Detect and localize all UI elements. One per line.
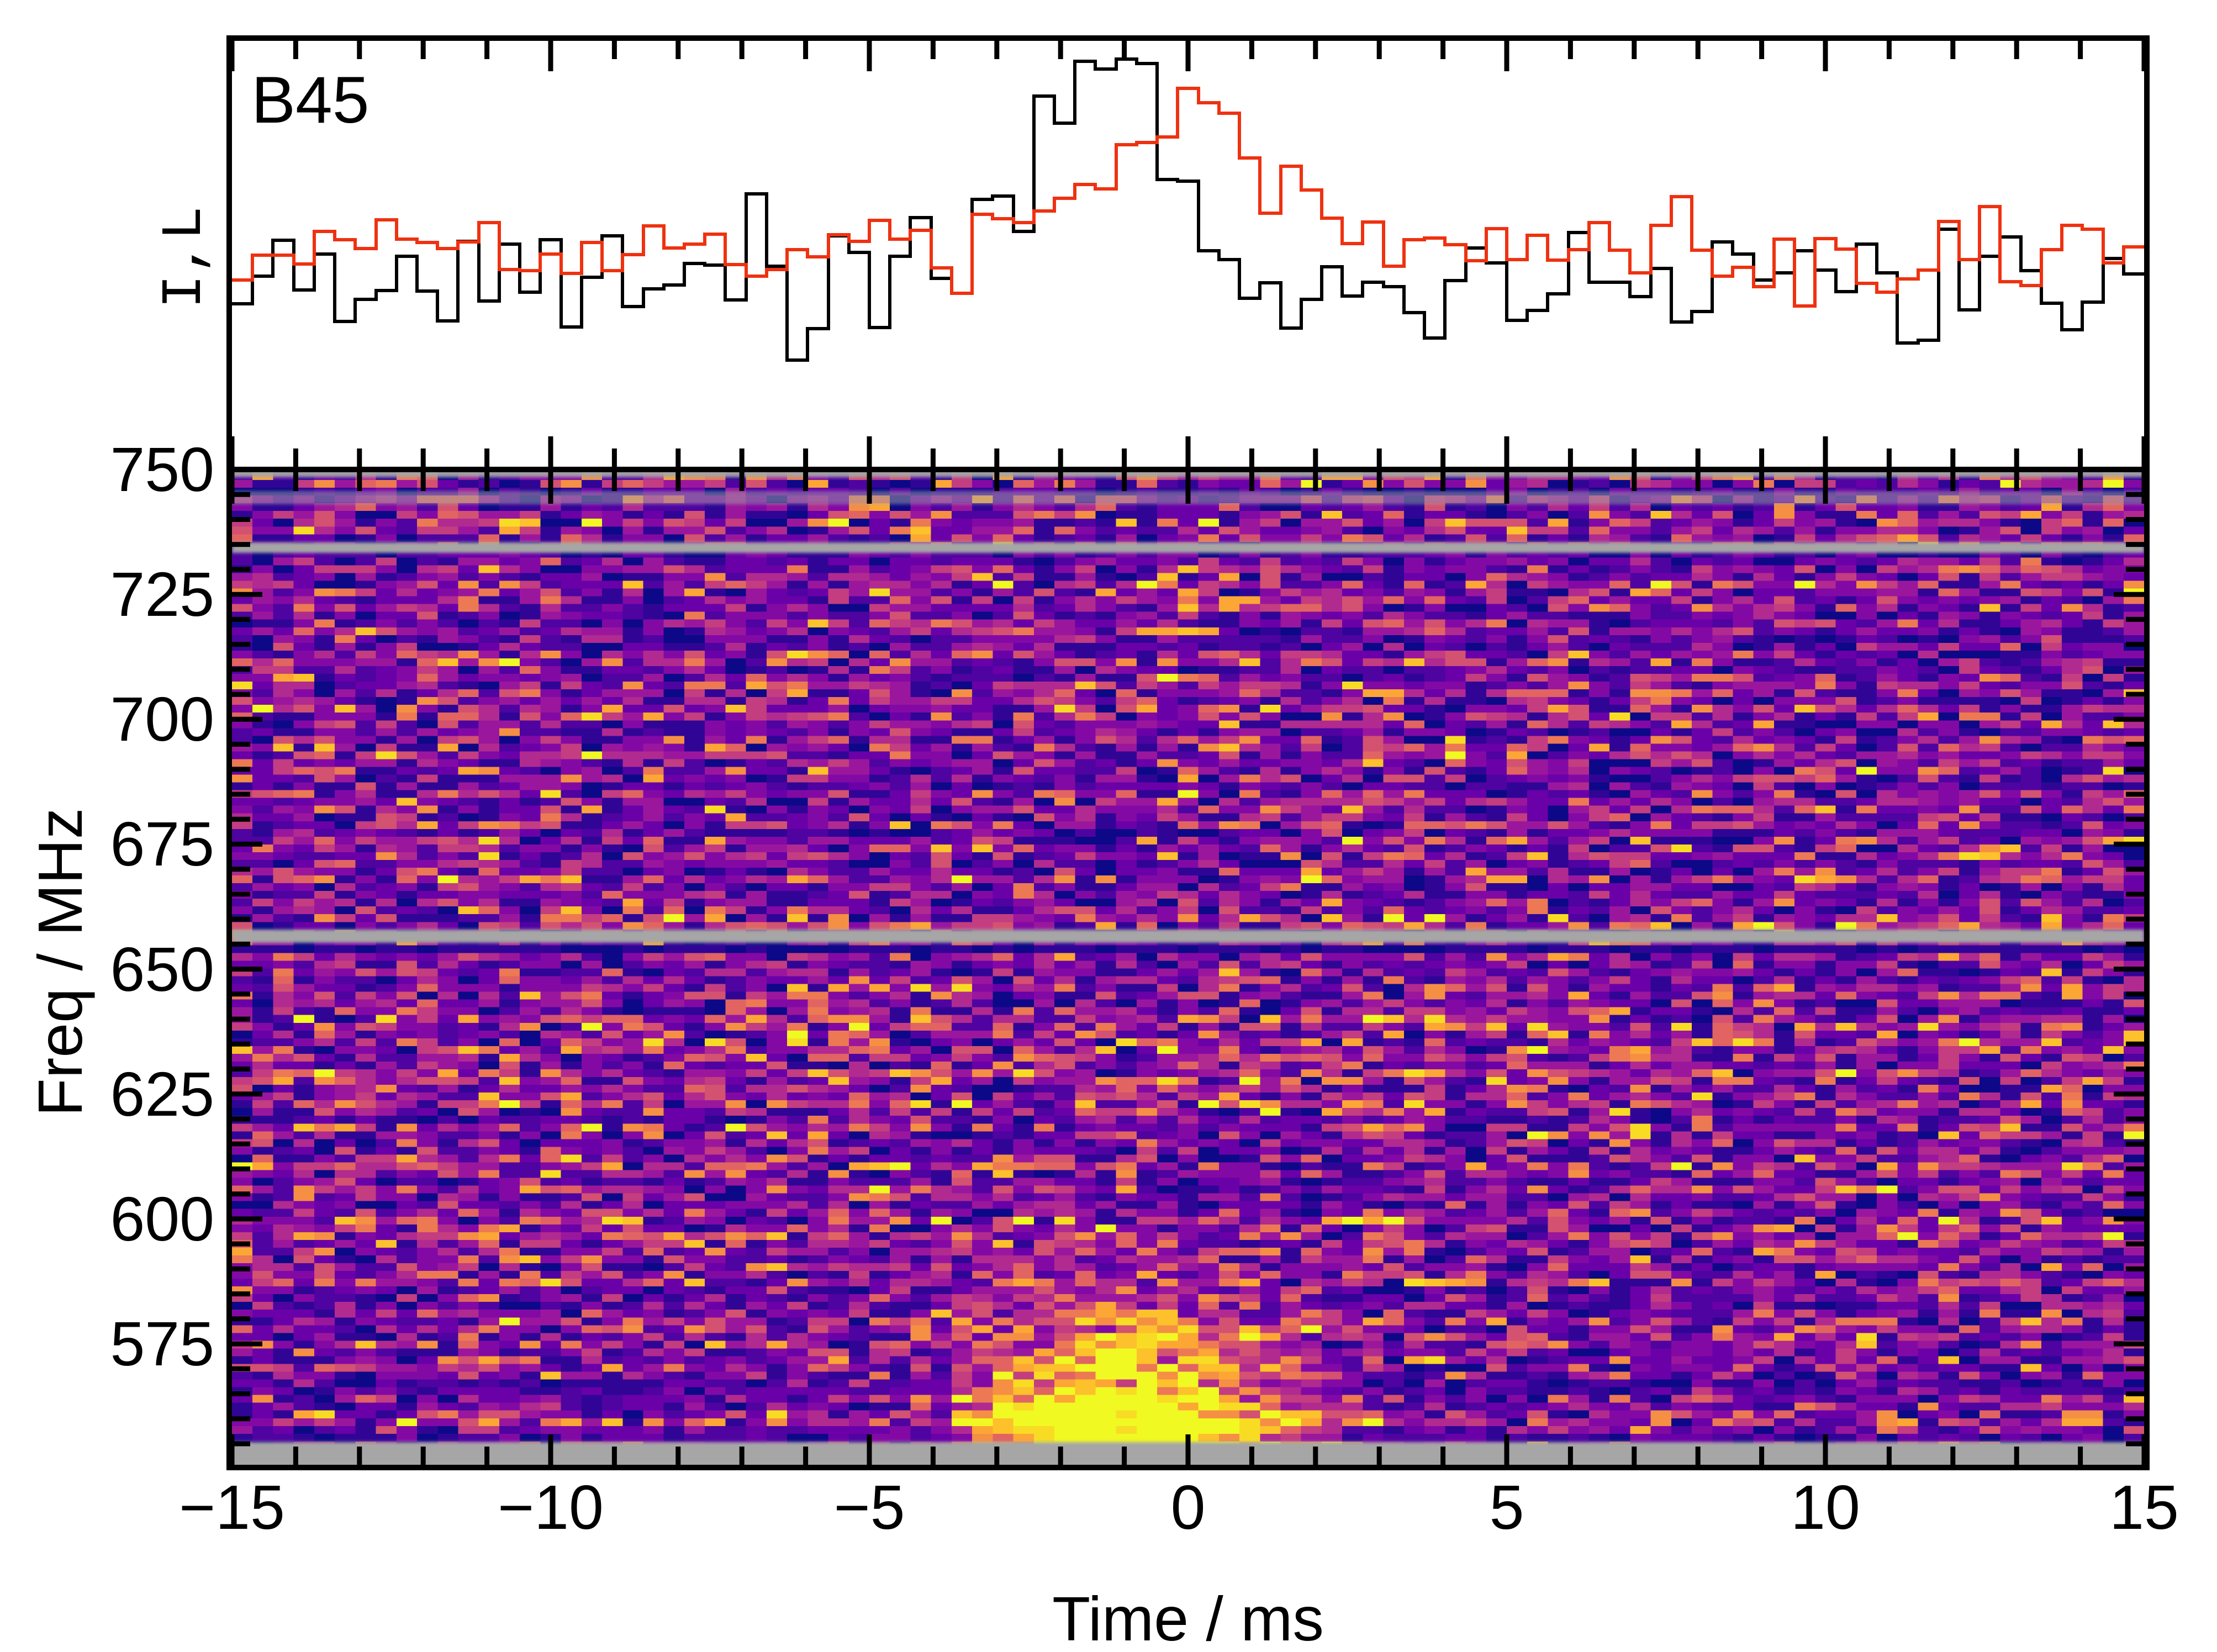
svg-text:B45: B45 xyxy=(251,63,370,137)
svg-text:10: 10 xyxy=(1791,1472,1860,1542)
svg-text:15: 15 xyxy=(2109,1472,2179,1542)
svg-text:−5: −5 xyxy=(834,1472,905,1542)
svg-text:700: 700 xyxy=(110,684,214,754)
svg-text:750: 750 xyxy=(110,435,214,504)
svg-text:675: 675 xyxy=(110,809,214,879)
svg-text:0: 0 xyxy=(1171,1472,1206,1542)
svg-text:575: 575 xyxy=(110,1309,214,1379)
svg-text:5: 5 xyxy=(1490,1472,1524,1542)
svg-text:I,L: I,L xyxy=(152,206,217,308)
svg-text:−10: −10 xyxy=(498,1472,604,1542)
svg-text:625: 625 xyxy=(110,1059,214,1129)
svg-text:725: 725 xyxy=(110,560,214,629)
svg-text:−15: −15 xyxy=(179,1472,285,1542)
svg-text:600: 600 xyxy=(110,1184,214,1254)
svg-text:Time / ms: Time / ms xyxy=(1052,1584,1324,1652)
svg-text:650: 650 xyxy=(110,935,214,1004)
svg-text:Freq / MHz: Freq / MHz xyxy=(25,808,95,1117)
